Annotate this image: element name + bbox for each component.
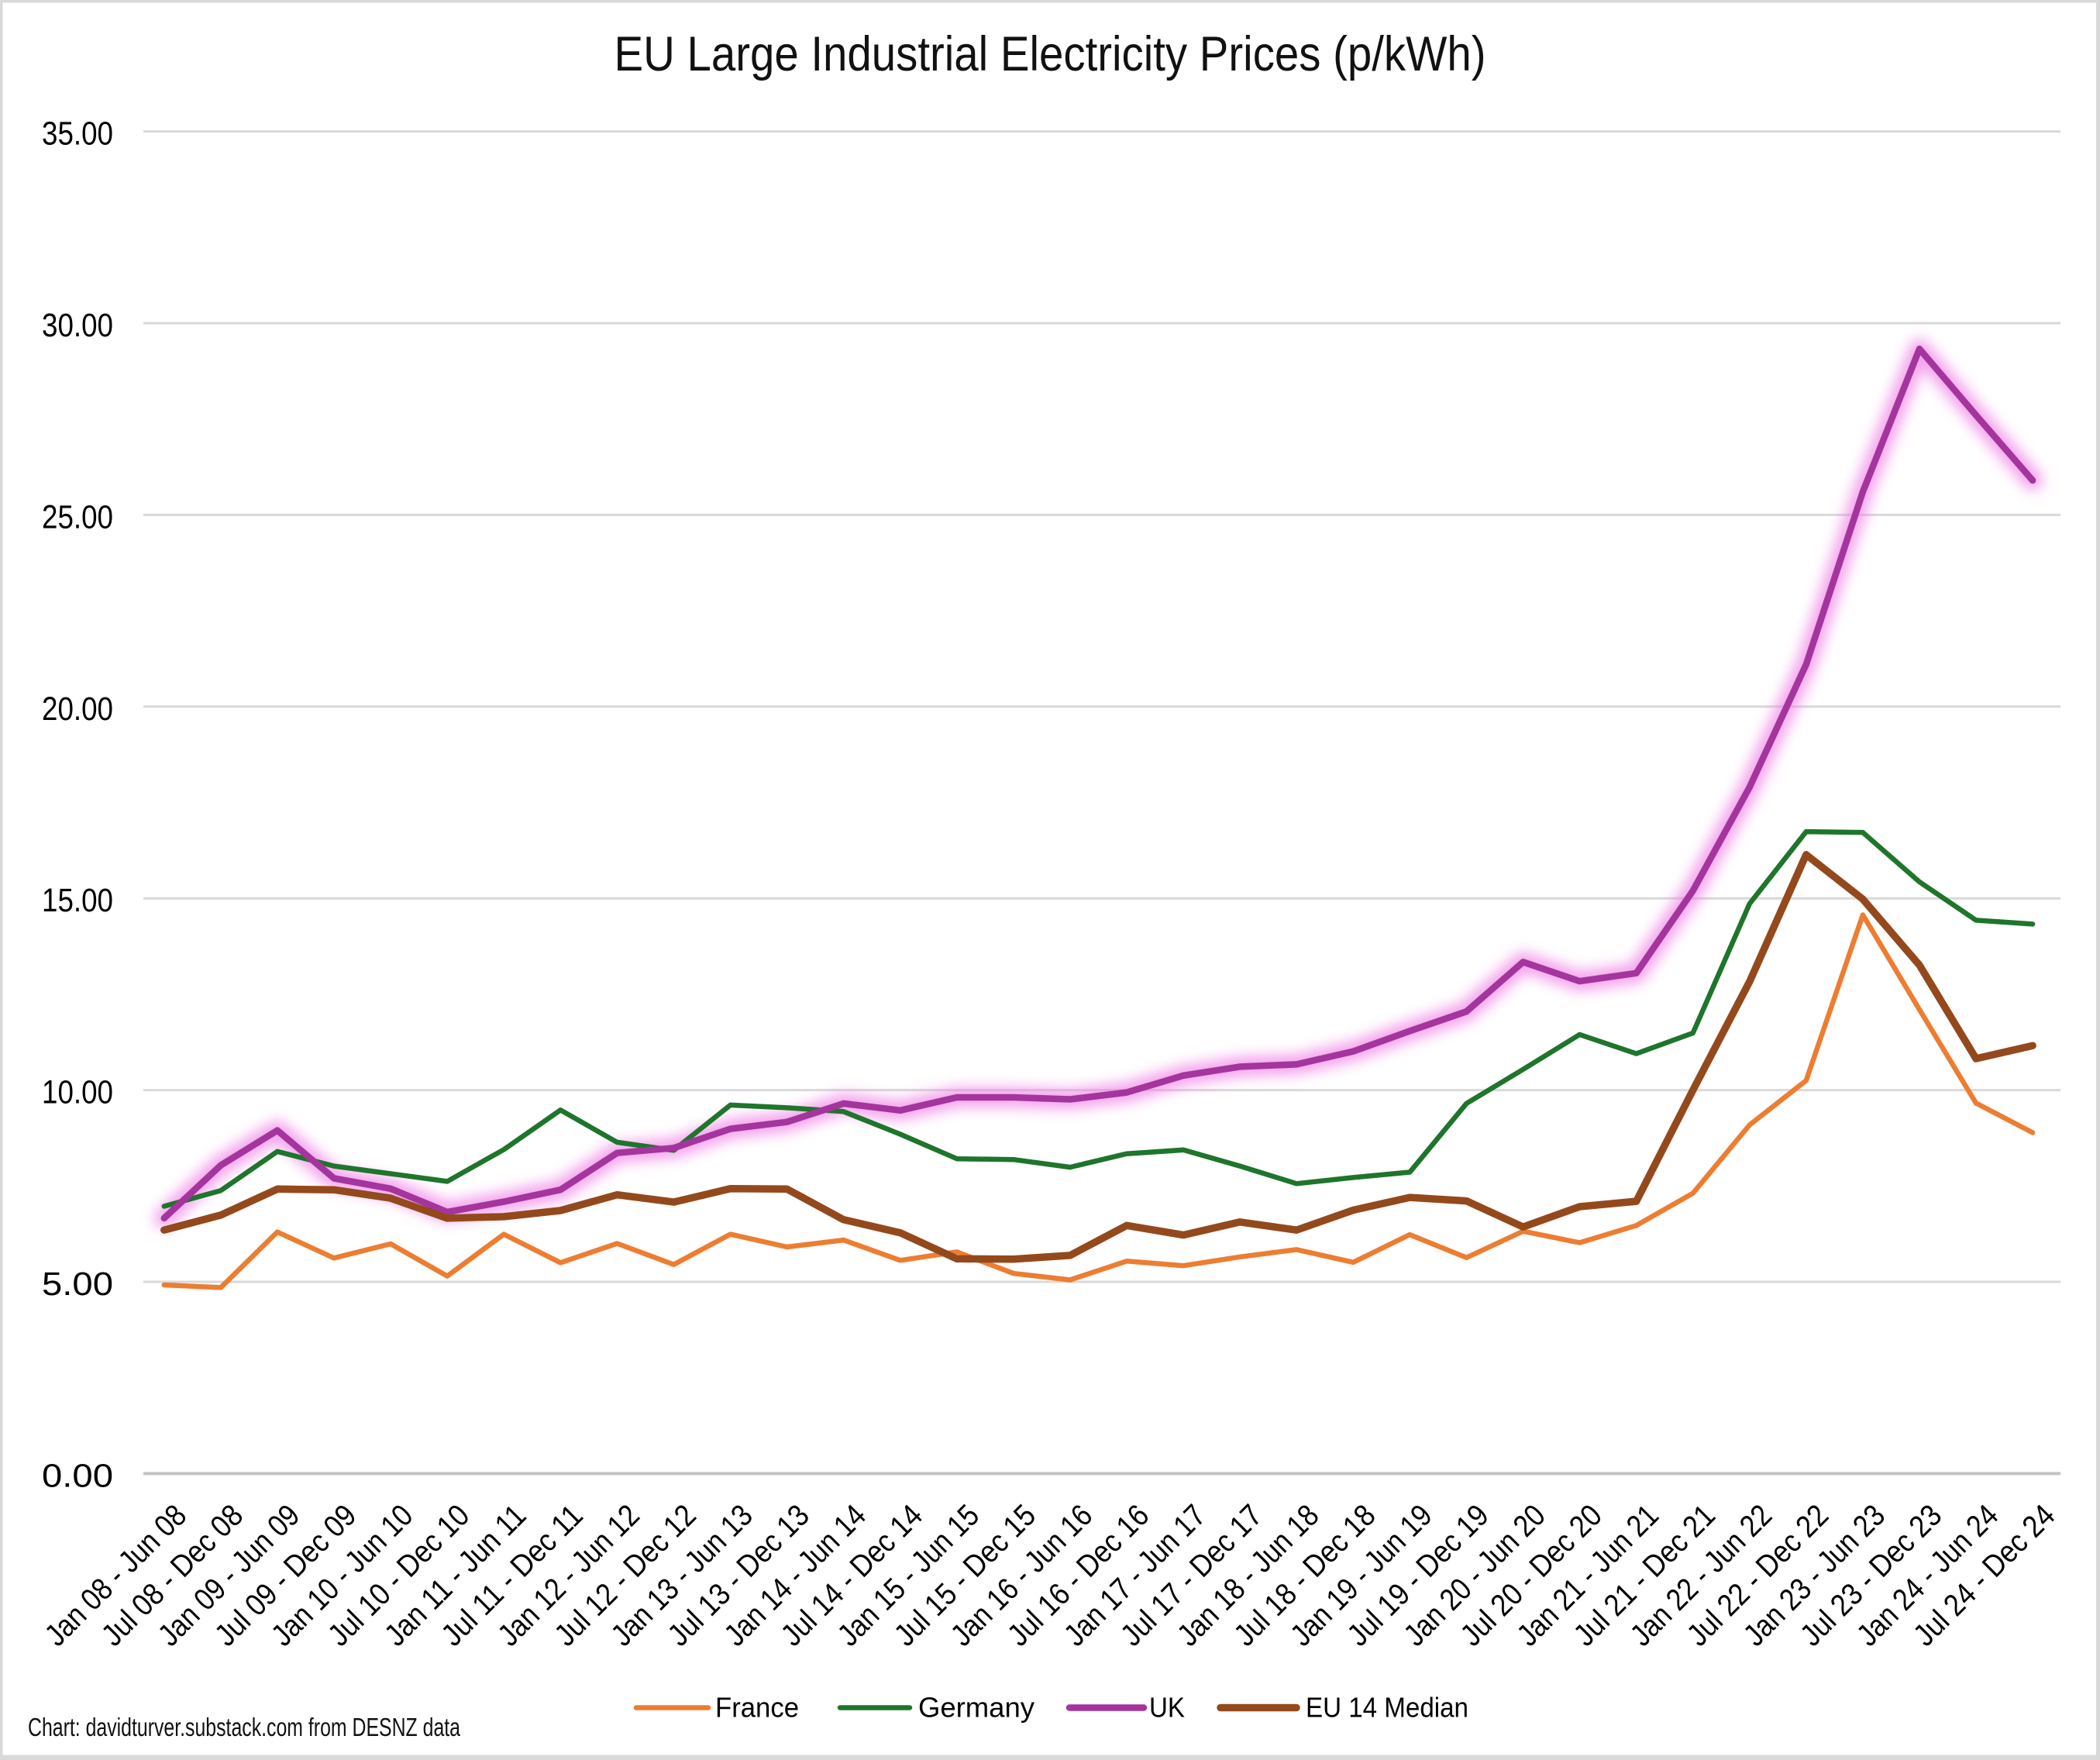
svg-text:France: France: [715, 1692, 799, 1724]
svg-text:UK: UK: [1149, 1692, 1185, 1724]
svg-text:Chart: davidturver.substack.co: Chart: davidturver.substack.com from DES…: [28, 1713, 460, 1741]
svg-text:Germany: Germany: [918, 1692, 1035, 1724]
svg-text:EU 14 Median: EU 14 Median: [1306, 1692, 1468, 1724]
svg-text:20.00: 20.00: [42, 691, 113, 728]
svg-text:30.00: 30.00: [42, 308, 113, 344]
svg-text:5.00: 5.00: [42, 1266, 113, 1303]
svg-text:25.00: 25.00: [42, 499, 113, 536]
svg-text:10.00: 10.00: [42, 1075, 113, 1111]
svg-text:0.00: 0.00: [42, 1458, 113, 1494]
svg-text:35.00: 35.00: [42, 116, 113, 153]
svg-text:15.00: 15.00: [42, 883, 113, 919]
svg-text:EU Large Industrial Electricit: EU Large Industrial Electricity Prices (…: [615, 27, 1486, 81]
